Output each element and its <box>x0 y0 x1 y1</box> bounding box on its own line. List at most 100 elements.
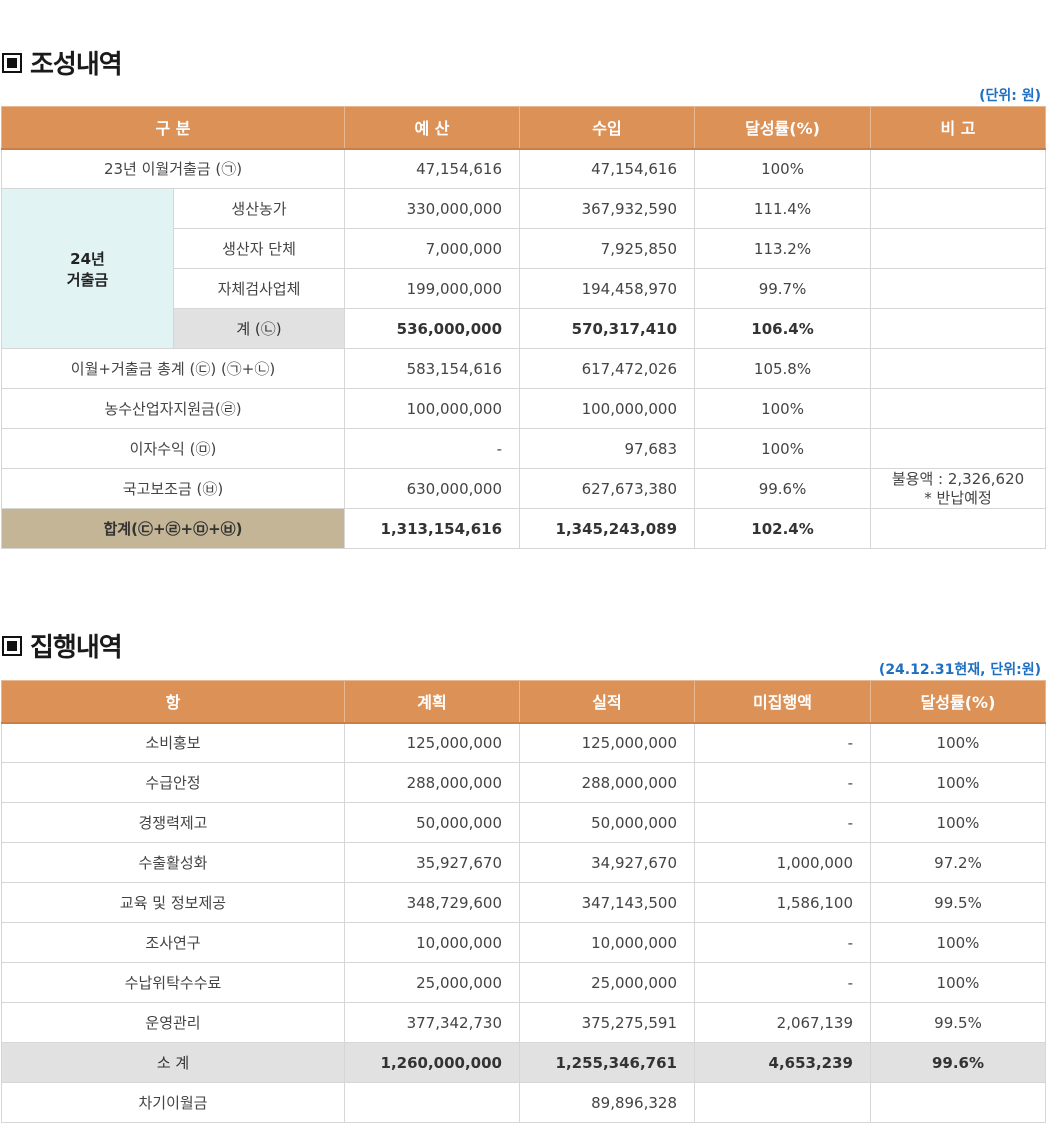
income-cell: 100,000,000 <box>519 388 696 429</box>
table-row: 농수산업자지원금(㉣) 100,000,000 100,000,000 100% <box>0 388 1046 429</box>
table-row: 수급안정 288,000,000 288,000,000 - 100% <box>1 762 1046 803</box>
rate-cell: 99.5% <box>870 1002 1046 1043</box>
note-return-planned: * 반납예정 <box>924 488 992 507</box>
section-title-text: 조성내역 <box>30 50 123 80</box>
income-cell: 194,458,970 <box>519 268 696 309</box>
row-label: 생산자 단체 <box>172 228 346 269</box>
note-cell <box>870 188 1046 229</box>
income-cell: 47,154,616 <box>519 148 696 189</box>
unit-note: (단위: 원) <box>979 88 1041 104</box>
actual-cell: 347,143,500 <box>519 882 695 923</box>
income-cell: 1,345,243,089 <box>519 508 696 549</box>
header-category: 구 분 <box>0 106 346 150</box>
actual-cell: 34,927,670 <box>519 842 695 883</box>
income-cell: 7,925,850 <box>519 228 696 269</box>
row-label: 이자수익 (㉤) <box>0 428 346 469</box>
rate-cell: 113.2% <box>694 228 872 269</box>
budget-cell: 199,000,000 <box>344 268 521 309</box>
unspent-cell: - <box>694 962 871 1003</box>
table-row: 이월+거출금 총계 (㉢) (㉠+㉡) 583,154,616 617,472,… <box>0 348 1046 389</box>
table-row: 24년 거출금 생산농가 330,000,000 367,932,590 111… <box>1 188 1046 349</box>
income-cell: 627,673,380 <box>519 468 696 509</box>
table-row: 조사연구 10,000,000 10,000,000 - 100% <box>1 922 1046 963</box>
note-cell <box>870 148 1046 189</box>
header-item: 항 <box>1 680 345 724</box>
rate-cell: 106.4% <box>694 308 872 349</box>
table-row-subtotal: 소 계 1,260,000,000 1,255,346,761 4,653,23… <box>1 1042 1046 1083</box>
table-header-row: 구 분 예 산 수입 달성률(%) 비 고 <box>0 106 1046 150</box>
row-label: 23년 이월거출금 (㉠) <box>0 148 346 189</box>
funding-table: 구 분 예 산 수입 달성률(%) 비 고 23년 이월거출금 (㉠) 47,1… <box>0 106 1046 549</box>
table-row: 수납위탁수수료 25,000,000 25,000,000 - 100% <box>1 962 1046 1003</box>
item-cell: 소 계 <box>1 1042 345 1083</box>
unspent-cell: 1,000,000 <box>694 842 871 883</box>
note-cell <box>870 228 1046 269</box>
table-row: 교육 및 정보제공 348,729,600 347,143,500 1,586,… <box>1 882 1046 923</box>
rate-cell: 99.5% <box>870 882 1046 923</box>
actual-cell: 25,000,000 <box>519 962 695 1003</box>
row-label: 생산농가 <box>172 188 346 229</box>
note-cell: 불용액 : 2,326,620 * 반납예정 <box>870 468 1046 509</box>
execution-table: 항 계획 실적 미집행액 달성률(%) 소비홍보 125,000,000 125… <box>1 680 1046 1123</box>
note-cell <box>870 508 1046 549</box>
rate-cell: 105.8% <box>694 348 872 389</box>
table-row: 생산자 단체 7,000,000 7,925,850 113.2% <box>2 228 1046 269</box>
item-cell: 수납위탁수수료 <box>1 962 345 1003</box>
table-row: 이자수익 (㉤) - 97,683 100% <box>0 428 1046 469</box>
note-cell <box>870 348 1046 389</box>
actual-cell: 375,275,591 <box>519 1002 695 1043</box>
header-rate: 달성률(%) <box>694 106 872 150</box>
income-cell: 367,932,590 <box>519 188 696 229</box>
budget-cell: 1,313,154,616 <box>344 508 521 549</box>
rate-cell: 102.4% <box>694 508 872 549</box>
rate-cell: 100% <box>694 148 872 189</box>
rate-cell: 100% <box>870 802 1046 843</box>
plan-cell <box>344 1082 520 1123</box>
note-cell <box>870 428 1046 469</box>
unspent-cell: 2,067,139 <box>694 1002 871 1043</box>
budget-cell: 47,154,616 <box>344 148 521 189</box>
header-plan: 계획 <box>344 680 520 724</box>
unspent-cell: - <box>694 762 871 803</box>
note-cell <box>870 308 1046 349</box>
unspent-cell: - <box>694 802 871 843</box>
rate-cell: 100% <box>694 388 872 429</box>
table-row: 차기이월금 89,896,328 <box>1 1082 1046 1123</box>
plan-cell: 125,000,000 <box>344 722 520 763</box>
budget-cell: - <box>344 428 521 469</box>
table-row: 자체검사업체 199,000,000 194,458,970 99.7% <box>2 268 1046 309</box>
item-cell: 교육 및 정보제공 <box>1 882 345 923</box>
actual-cell: 50,000,000 <box>519 802 695 843</box>
row-label: 이월+거출금 총계 (㉢) (㉠+㉡) <box>0 348 346 389</box>
row-label: 국고보조금 (㉥) <box>0 468 346 509</box>
unspent-cell: 1,586,100 <box>694 882 871 923</box>
table-row: 경쟁력제고 50,000,000 50,000,000 - 100% <box>1 802 1046 843</box>
rate-cell: 100% <box>694 428 872 469</box>
table-row: 소비홍보 125,000,000 125,000,000 - 100% <box>1 722 1046 763</box>
note-unused-amount: 불용액 : 2,326,620 <box>891 469 1025 488</box>
actual-cell: 125,000,000 <box>519 722 695 763</box>
rate-cell: 97.2% <box>870 842 1046 883</box>
row-label: 계 (㉡) <box>172 308 346 349</box>
note-cell <box>870 388 1046 429</box>
budget-cell: 630,000,000 <box>344 468 521 509</box>
unspent-cell: - <box>694 722 871 763</box>
rate-cell: 100% <box>870 762 1046 803</box>
plan-cell: 377,342,730 <box>344 1002 520 1043</box>
item-cell: 조사연구 <box>1 922 345 963</box>
income-cell: 617,472,026 <box>519 348 696 389</box>
rate-cell: 111.4% <box>694 188 872 229</box>
unit-note: (24.12.31현재, 단위:원) <box>878 662 1041 678</box>
rate-cell: 100% <box>870 722 1046 763</box>
unspent-cell <box>694 1082 871 1123</box>
section-title-funding: 조성내역 <box>2 44 123 81</box>
square-bullet-icon <box>2 635 22 656</box>
plan-cell: 288,000,000 <box>344 762 520 803</box>
item-cell: 소비홍보 <box>1 722 345 763</box>
actual-cell: 89,896,328 <box>519 1082 695 1123</box>
item-cell: 수급안정 <box>1 762 345 803</box>
plan-cell: 35,927,670 <box>344 842 520 883</box>
actual-cell: 288,000,000 <box>519 762 695 803</box>
note-cell <box>870 268 1046 309</box>
row-label: 자체검사업체 <box>172 268 346 309</box>
